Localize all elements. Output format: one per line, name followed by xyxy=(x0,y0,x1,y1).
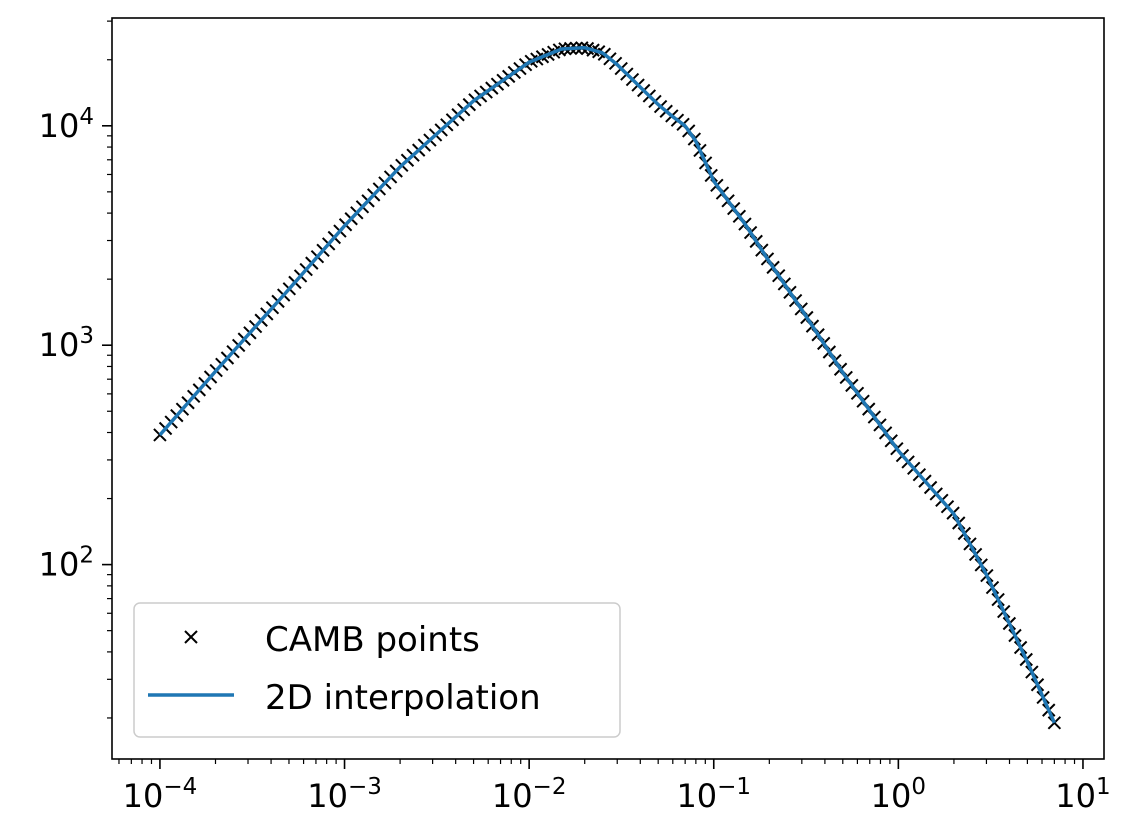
x-tick-label: 10−1 xyxy=(676,774,751,815)
x-tick-label: 10−4 xyxy=(123,774,198,815)
y-tick-label: 103 xyxy=(39,323,94,364)
interpolation-series xyxy=(158,46,1056,724)
legend-box xyxy=(133,602,621,738)
x-tick-label: 100 xyxy=(871,774,926,815)
y-tick-label: 104 xyxy=(39,104,94,145)
camb-point xyxy=(1047,716,1062,730)
y-axis-ticks xyxy=(102,20,112,719)
x-tick-label: 10−2 xyxy=(492,774,567,815)
legend-label-interp: 2D interpolation xyxy=(265,678,541,718)
legend: CAMB points 2D interpolation xyxy=(133,602,621,738)
x-tick-label: 10−3 xyxy=(307,774,382,815)
interpolation-line xyxy=(158,46,1056,724)
x-axis-ticks xyxy=(118,759,1084,769)
y-axis-tick-labels: 102 103 104 xyxy=(39,104,94,584)
plot-frame xyxy=(111,17,1105,760)
x-tick-label: 101 xyxy=(1055,774,1110,815)
y-tick-label: 102 xyxy=(39,543,94,584)
legend-marker-camb xyxy=(184,630,198,644)
x-axis-tick-labels: 10−4 10−3 10−2 10−1 100 101 xyxy=(123,774,1111,815)
legend-label-camb: CAMB points xyxy=(265,620,480,660)
